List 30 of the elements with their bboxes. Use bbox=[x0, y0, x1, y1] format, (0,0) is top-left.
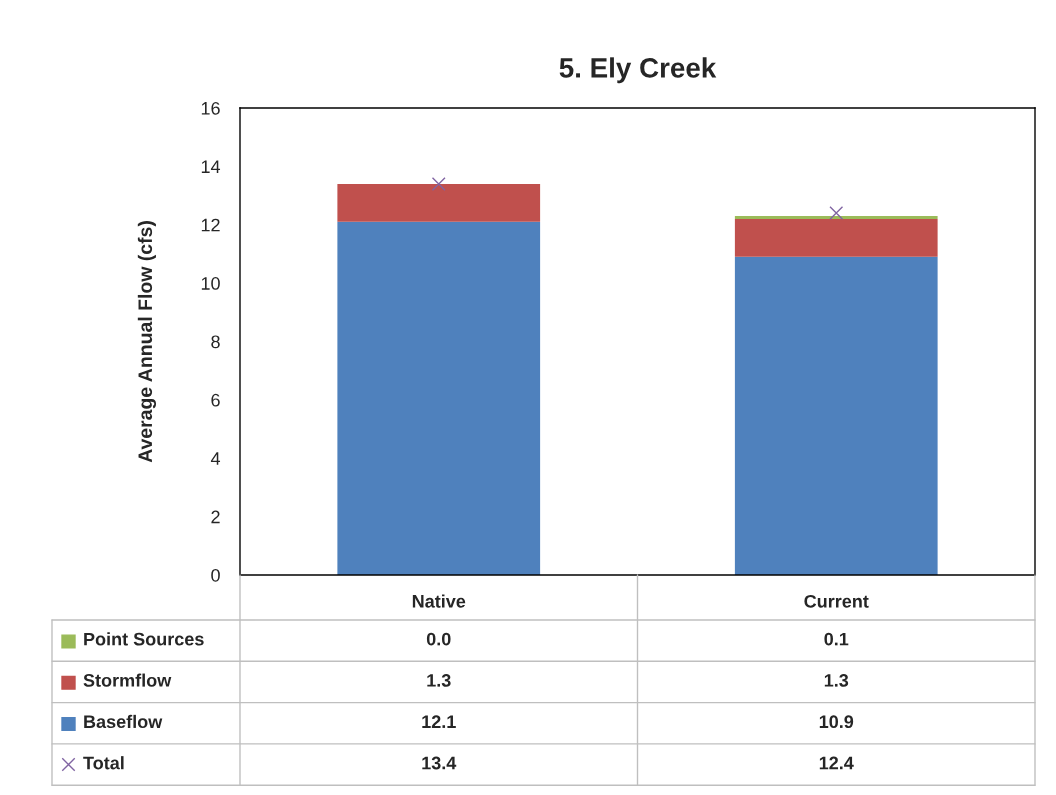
data-label: 12.1 bbox=[422, 715, 456, 728]
y-tick-label: 16 bbox=[201, 101, 220, 115]
data-label: 1.3 bbox=[427, 674, 451, 687]
legend-label: Stormflow bbox=[83, 673, 172, 687]
bar bbox=[337, 183, 541, 222]
data-label: 0.0 bbox=[426, 632, 451, 646]
bar bbox=[734, 218, 938, 257]
chart-title: 5. Ely Creek bbox=[559, 57, 717, 84]
legend-label: Baseflow bbox=[84, 714, 163, 729]
data-label: 12.4 bbox=[819, 756, 854, 770]
x-tick-label: Native bbox=[412, 594, 466, 608]
y-tick-label: 6 bbox=[211, 393, 220, 407]
x-tick-label: Current bbox=[804, 594, 869, 608]
data-label: 13.4 bbox=[422, 756, 457, 770]
y-tick-label: 12 bbox=[201, 218, 220, 232]
y-tick-label: 10 bbox=[201, 277, 220, 290]
legend-label: Total bbox=[83, 756, 124, 770]
y-tick-label: 2 bbox=[211, 510, 220, 524]
data-label: 1.3 bbox=[824, 674, 849, 687]
y-axis-title: Average Annual Flow (cfs) bbox=[137, 221, 157, 463]
y-tick-label: 14 bbox=[201, 160, 221, 173]
y-tick-label: 8 bbox=[211, 335, 220, 349]
y-tick-label: 0 bbox=[211, 568, 220, 582]
bar bbox=[734, 256, 938, 575]
data-label: 0.1 bbox=[824, 632, 849, 646]
legend-label: Point Sources bbox=[84, 632, 204, 646]
bar bbox=[337, 221, 541, 575]
bar bbox=[734, 215, 938, 219]
data-label: 10.9 bbox=[819, 715, 854, 729]
y-tick-label: 4 bbox=[210, 452, 221, 465]
